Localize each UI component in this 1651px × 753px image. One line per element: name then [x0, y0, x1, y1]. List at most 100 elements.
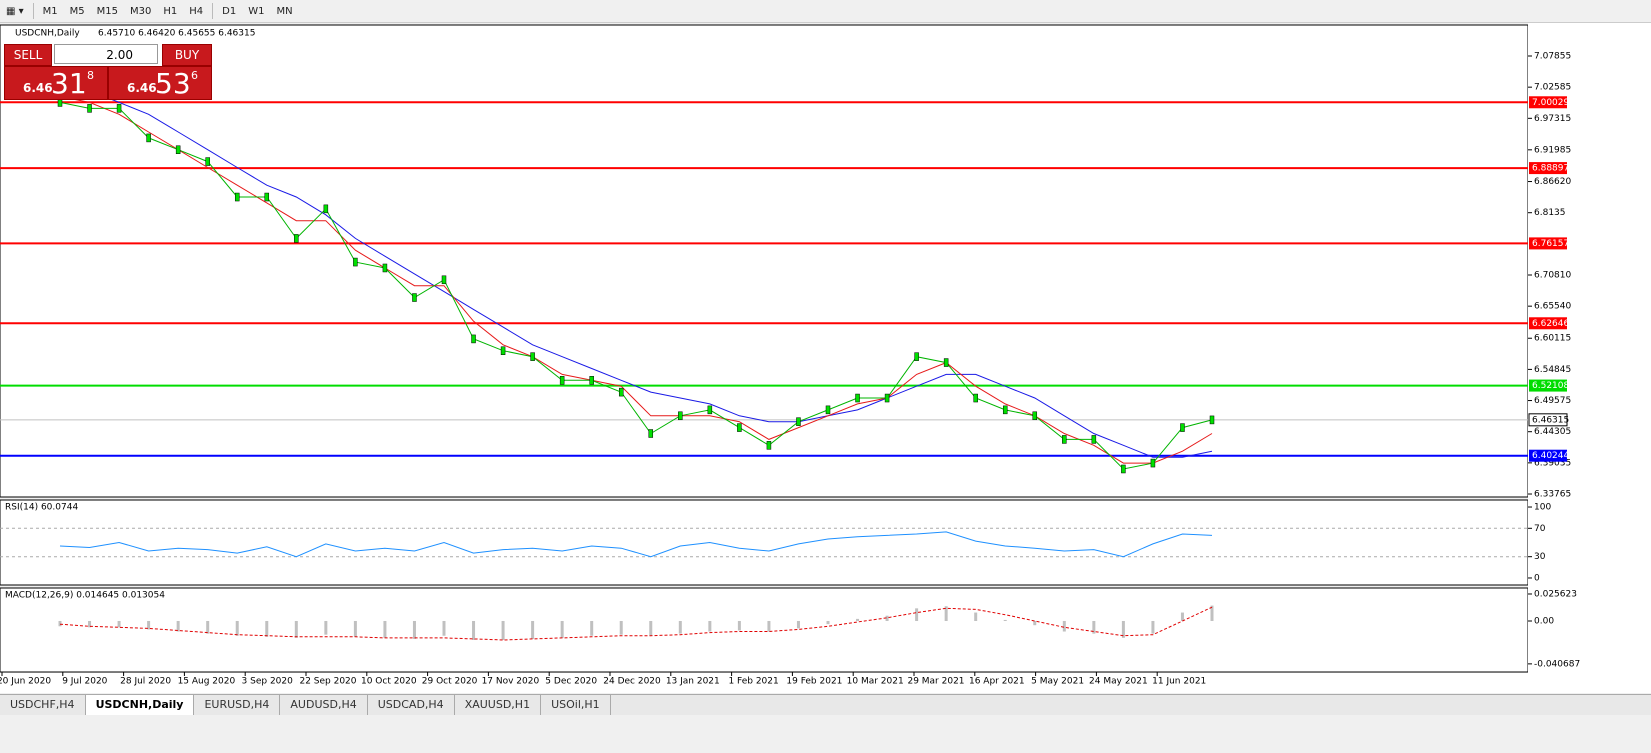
price-candle	[441, 275, 447, 285]
y-tick-label: 6.91985	[1534, 145, 1571, 155]
chart-tab[interactable]: AUDUSD,H4	[280, 695, 368, 715]
macd-bar	[442, 620, 446, 636]
timeframe-button[interactable]: D1	[222, 5, 237, 17]
macd-bar	[885, 615, 889, 621]
macd-bar	[1151, 620, 1155, 634]
chart-tab[interactable]: USDCNH,Daily	[85, 695, 195, 715]
x-tick-label: 3 Sep 2020	[242, 677, 294, 687]
price-candle	[1150, 458, 1156, 468]
bid-price[interactable]: 6.46 31 8	[4, 66, 108, 100]
price-candle	[1121, 464, 1126, 474]
macd-bar	[560, 620, 564, 638]
macd-bar	[383, 620, 387, 638]
price-candle	[766, 441, 772, 450]
price-candle	[559, 376, 565, 385]
price-candle	[825, 405, 831, 415]
chart-tab[interactable]: EURUSD,H4	[194, 695, 281, 715]
toolbar-icon[interactable]: ▦ ▾	[6, 5, 24, 17]
timeframe-button[interactable]: H1	[163, 5, 178, 17]
level-label: 6.62646	[1532, 319, 1569, 329]
sell-button[interactable]: SELL	[4, 44, 52, 66]
main-panel	[0, 24, 1529, 498]
level-label: 6.76157	[1532, 239, 1569, 249]
buy-button[interactable]: BUY	[162, 44, 212, 66]
price-candle	[973, 393, 978, 403]
x-tick-label: 10 Mar 2021	[847, 677, 904, 687]
macd-bar	[915, 608, 919, 621]
price-candle	[884, 393, 890, 403]
level-label: 6.40244	[1532, 451, 1569, 461]
price-candle	[678, 411, 683, 421]
y-tick-label: 0.00	[1534, 616, 1554, 626]
price-candle	[323, 204, 329, 214]
chart-tab[interactable]: USOil,H1	[541, 695, 611, 715]
price-candle	[382, 263, 388, 273]
chart-tab[interactable]: USDCHF,H4	[0, 695, 86, 715]
price-candle	[530, 352, 535, 361]
bid-big: 6.46	[23, 81, 53, 95]
x-tick-label: 15 Aug 2020	[178, 677, 236, 687]
price-candle	[116, 104, 122, 113]
macd-bar	[176, 620, 180, 632]
price-candle	[353, 257, 358, 267]
separator	[212, 3, 214, 19]
macd-bar	[294, 620, 298, 638]
toolbar: ▦ ▾ M1 M5 M15 M30 H1 H4 D1 W1 MN	[0, 0, 1651, 23]
macd-bar	[944, 606, 948, 621]
ask-price[interactable]: 6.46 53 6	[108, 66, 212, 100]
bid-frac: 8	[87, 69, 94, 82]
chart-tab[interactable]: XAUUSD,H1	[455, 695, 542, 715]
macd-panel	[0, 587, 1529, 673]
lot-input[interactable]: 2.00	[54, 44, 158, 64]
x-tick-label: 13 Jan 2021	[666, 677, 720, 687]
macd-bar	[324, 620, 328, 635]
timeframe-button[interactable]: M15	[96, 5, 119, 17]
timeframe-button[interactable]: H4	[189, 5, 204, 17]
macd-label: MACD(12,26,9) 0.014645 0.013054	[5, 591, 165, 601]
macd-bar	[501, 620, 505, 640]
timeframe-button[interactable]: M1	[42, 5, 58, 17]
macd-bar	[737, 620, 741, 631]
macd-bar	[265, 620, 269, 637]
y-tick-label: 6.54845	[1534, 365, 1571, 375]
ask-frac: 6	[191, 69, 198, 82]
ma-slow	[59, 84, 1213, 458]
price-candle	[943, 358, 949, 367]
x-tick-label: 19 Feb 2021	[786, 677, 842, 687]
y-tick-label: 6.49575	[1534, 396, 1571, 406]
macd-bar	[472, 620, 476, 640]
chart-tab[interactable]: USDCAD,H4	[368, 695, 455, 715]
timeframe-button[interactable]: M30	[130, 5, 152, 17]
macd-bar	[826, 620, 830, 625]
level-label: 6.88897	[1532, 164, 1569, 174]
price-candle	[796, 417, 801, 426]
macd-bar	[708, 620, 712, 632]
y-tick-label: 0.025623	[1534, 589, 1577, 599]
rsi-label: RSI(14) 60.0744	[5, 503, 78, 513]
level-box	[1529, 237, 1567, 250]
macd-bar	[1121, 620, 1125, 638]
macd-bar	[412, 620, 416, 639]
y-tick-label: 6.97315	[1534, 114, 1571, 124]
y-tick-label: -0.040687	[1534, 659, 1580, 669]
x-tick-label: 17 Nov 2020	[482, 677, 540, 687]
x-tick-label: 24 Dec 2020	[603, 677, 661, 687]
ask-pips: 53	[155, 67, 191, 100]
macd-bar	[1033, 620, 1037, 626]
price-candle	[1209, 415, 1215, 425]
price-candle	[648, 429, 654, 438]
ohlc: 6.45710 6.46420 6.45655 6.46315	[98, 29, 255, 39]
macd-bar	[88, 620, 92, 628]
y-tick-label: 6.86620	[1534, 177, 1571, 187]
price-candle	[264, 192, 270, 202]
timeframe-button[interactable]: M5	[69, 5, 85, 17]
x-tick-label: 1 Feb 2021	[728, 677, 778, 687]
separator	[32, 3, 34, 19]
level-label: 6.52108	[1532, 381, 1569, 391]
timeframe-button[interactable]: W1	[248, 5, 265, 17]
level-box	[1529, 162, 1567, 175]
price-candle	[146, 133, 151, 143]
timeframe-button[interactable]: MN	[276, 5, 293, 17]
symbol: USDCNH,Daily	[15, 29, 80, 39]
